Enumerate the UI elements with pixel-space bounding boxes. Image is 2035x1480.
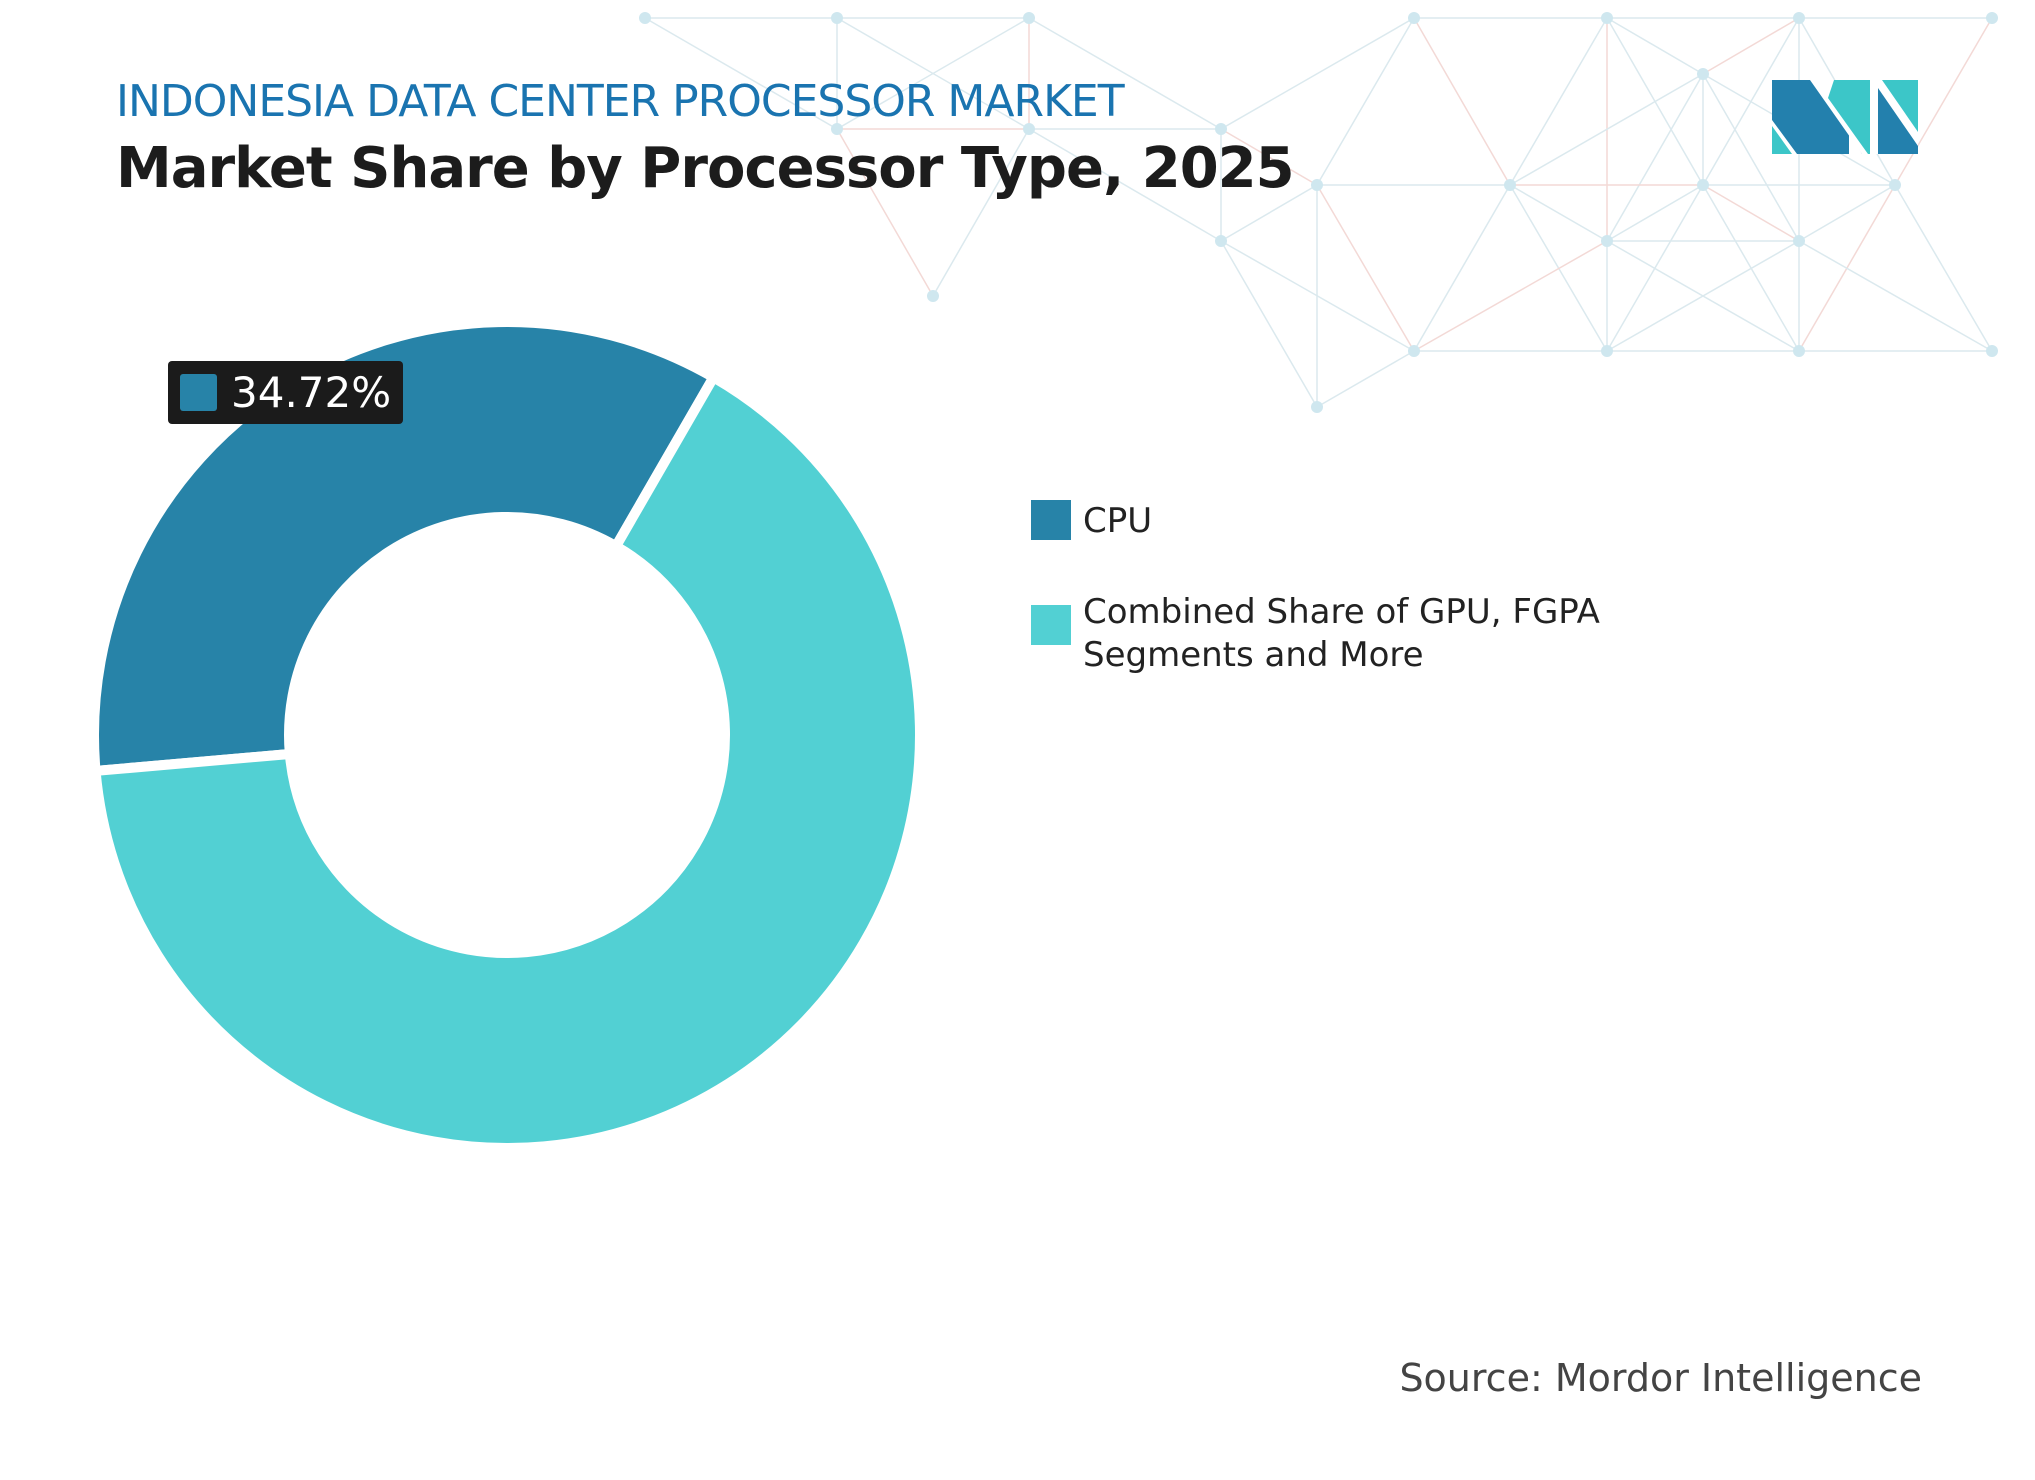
data-label-cpu: 34.72% — [168, 361, 404, 424]
source-note: Source: Mordor Intelligence — [1399, 1356, 1922, 1400]
pattern-dot — [1215, 123, 1227, 135]
pattern-dot — [1793, 235, 1805, 247]
pattern-dot — [1601, 235, 1613, 247]
legend-item-cpu[interactable]: CPU — [1031, 500, 1643, 543]
legend-label: CPU — [1083, 501, 1153, 541]
chart-subtitle: INDONESIA DATA CENTER PROCESSOR MARKET — [116, 76, 1125, 127]
pattern-dot — [1697, 68, 1709, 80]
pattern-dot — [1504, 179, 1516, 191]
pattern-dot — [1889, 179, 1901, 191]
pattern-dot — [831, 123, 843, 135]
pattern-dot — [1408, 12, 1420, 24]
legend-label: Combined Share of GPU, FGPA Segments and… — [1083, 592, 1600, 675]
pattern-dot — [1023, 12, 1035, 24]
pattern-dot — [1793, 345, 1805, 357]
pattern-dot — [1601, 345, 1613, 357]
pattern-dot — [831, 12, 843, 24]
pattern-dot — [639, 12, 651, 24]
pattern-dot — [1986, 345, 1998, 357]
pattern-dot — [1986, 12, 1998, 24]
data-label-swatch — [180, 374, 217, 411]
legend: CPU Combined Share of GPU, FGPA Segments… — [1031, 500, 1643, 731]
data-label-text: 34.72% — [231, 368, 392, 417]
pattern-dot — [1311, 179, 1323, 191]
pattern-dot — [1408, 345, 1420, 357]
legend-swatch-cpu — [1031, 500, 1071, 540]
pattern-dot — [1601, 12, 1613, 24]
pattern-dot — [1793, 12, 1805, 24]
pattern-dot — [927, 290, 939, 302]
donut-slice-cpu[interactable] — [89, 317, 721, 777]
chart-title: Market Share by Processor Type, 2025 — [116, 136, 1295, 201]
legend-item-others[interactable]: Combined Share of GPU, FGPA Segments and… — [1031, 591, 1643, 677]
donut-slice-others[interactable] — [90, 370, 925, 1153]
pattern-dot — [1023, 123, 1035, 135]
mordor-logo — [1772, 80, 1918, 154]
legend-swatch-others — [1031, 605, 1071, 645]
pattern-dot — [1215, 235, 1227, 247]
pattern-dot — [1311, 401, 1323, 413]
pattern-dot — [1697, 179, 1709, 191]
